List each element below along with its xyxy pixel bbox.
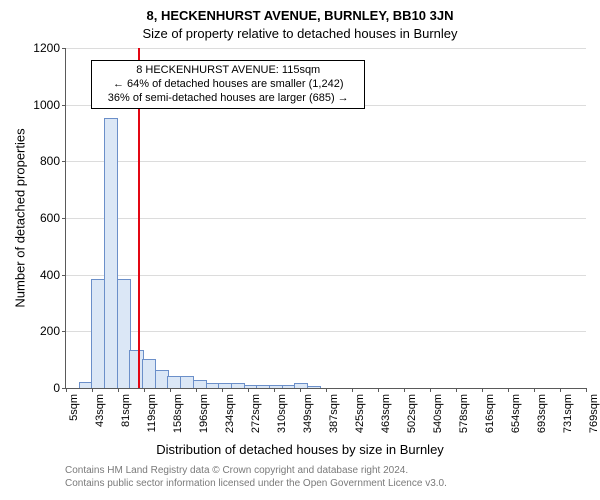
footer-line-2: Contains public sector information licen… [65, 477, 447, 490]
y-tick-label: 1000 [33, 98, 66, 112]
y-tick-label: 1200 [33, 41, 66, 55]
plot-area: 0200400600800100012005sqm43sqm81sqm119sq… [65, 48, 586, 389]
y-tick-label: 400 [40, 268, 66, 282]
x-tick-label: 502sqm [406, 394, 418, 433]
x-tick [118, 388, 119, 392]
x-tick-label: 43sqm [94, 394, 106, 427]
x-tick [430, 388, 431, 392]
y-axis-label: Number of detached properties [13, 128, 28, 307]
x-tick [456, 388, 457, 392]
annotation-line: ← 64% of detached houses are smaller (1,… [98, 78, 358, 92]
x-tick-label: 196sqm [198, 394, 210, 433]
x-tick-label: 731sqm [562, 394, 574, 433]
x-tick [378, 388, 379, 392]
y-tick-label: 200 [40, 324, 66, 338]
x-tick [170, 388, 171, 392]
x-tick-label: 272sqm [250, 394, 262, 433]
x-tick [326, 388, 327, 392]
chart-title-sub: Size of property relative to detached ho… [0, 26, 600, 41]
grid-line [66, 275, 586, 276]
x-tick-label: 463sqm [380, 394, 392, 433]
x-tick [196, 388, 197, 392]
y-tick-label: 800 [40, 154, 66, 168]
x-tick [534, 388, 535, 392]
x-tick-label: 349sqm [302, 394, 314, 433]
x-tick-label: 425sqm [354, 394, 366, 433]
x-tick-label: 387sqm [328, 394, 340, 433]
grid-line [66, 331, 586, 332]
x-tick-label: 616sqm [484, 394, 496, 433]
y-tick-label: 600 [40, 211, 66, 225]
y-tick-label: 0 [53, 381, 66, 395]
chart-footer: Contains HM Land Registry data © Crown c… [65, 464, 447, 490]
x-tick-label: 540sqm [432, 394, 444, 433]
x-tick [274, 388, 275, 392]
x-tick [352, 388, 353, 392]
x-tick [248, 388, 249, 392]
x-tick [586, 388, 587, 392]
x-tick [482, 388, 483, 392]
x-tick-label: 119sqm [146, 394, 158, 432]
x-tick-label: 310sqm [276, 394, 288, 433]
x-tick-label: 5sqm [68, 394, 80, 421]
x-tick [404, 388, 405, 392]
x-tick [560, 388, 561, 392]
x-tick-label: 654sqm [510, 394, 522, 433]
x-tick-label: 81sqm [120, 394, 132, 427]
x-tick [508, 388, 509, 392]
x-tick [92, 388, 93, 392]
x-tick [300, 388, 301, 392]
x-tick-label: 578sqm [458, 394, 470, 433]
grid-line [66, 218, 586, 219]
x-tick-label: 693sqm [536, 394, 548, 433]
x-tick [66, 388, 67, 392]
x-tick [144, 388, 145, 392]
annotation-line: 8 HECKENHURST AVENUE: 115sqm [98, 64, 358, 78]
chart-title-main: 8, HECKENHURST AVENUE, BURNLEY, BB10 3JN [0, 8, 600, 23]
histogram-bar [307, 386, 321, 388]
grid-line [66, 161, 586, 162]
x-tick-label: 769sqm [588, 394, 600, 433]
x-axis-label: Distribution of detached houses by size … [0, 442, 600, 457]
annotation-line: 36% of semi-detached houses are larger (… [98, 92, 358, 106]
x-tick-label: 158sqm [172, 394, 184, 433]
x-tick-label: 234sqm [224, 394, 236, 433]
grid-line [66, 48, 586, 49]
footer-line-1: Contains HM Land Registry data © Crown c… [65, 464, 447, 477]
x-tick [222, 388, 223, 392]
annotation-box: 8 HECKENHURST AVENUE: 115sqm← 64% of det… [91, 60, 365, 109]
